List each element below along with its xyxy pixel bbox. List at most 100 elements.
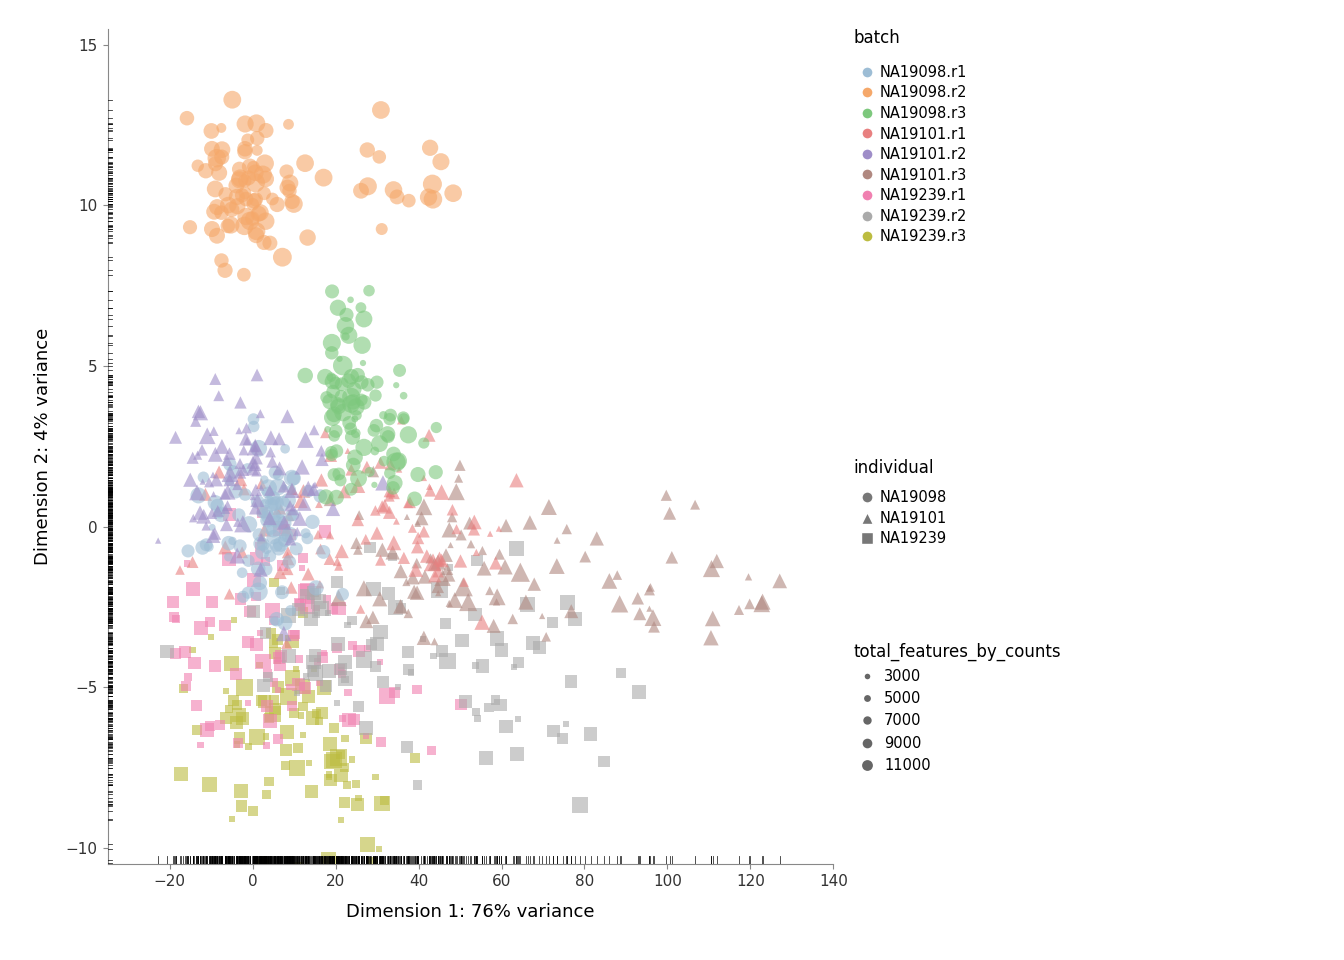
Point — [187, 447, 208, 463]
Point — [472, 659, 493, 674]
Point — [253, 654, 274, 669]
Point — [344, 382, 366, 397]
Point — [282, 628, 304, 643]
Point — [263, 692, 285, 708]
Point — [319, 551, 340, 566]
Point — [242, 461, 263, 476]
Point — [278, 492, 300, 508]
Point — [345, 425, 367, 441]
Point — [413, 631, 434, 646]
Point — [250, 536, 271, 551]
Point — [263, 522, 285, 538]
Point — [219, 507, 241, 522]
Point — [228, 172, 250, 187]
Point — [195, 487, 216, 502]
Point — [233, 589, 254, 605]
Point — [198, 540, 219, 555]
Point — [340, 462, 362, 477]
Point — [323, 721, 344, 736]
Point — [196, 428, 218, 444]
Point — [297, 229, 319, 245]
Point — [371, 498, 392, 514]
Point — [277, 562, 298, 577]
Point — [450, 553, 472, 568]
Point — [245, 192, 266, 207]
Point — [340, 292, 362, 307]
Point — [267, 479, 289, 494]
Point — [203, 528, 224, 543]
Point — [254, 496, 276, 512]
Point — [348, 508, 370, 523]
Point — [508, 655, 530, 670]
Point — [387, 680, 409, 695]
Point — [340, 421, 362, 437]
Point — [223, 693, 245, 708]
Point — [230, 171, 251, 186]
Point — [246, 228, 267, 243]
Point — [235, 209, 257, 225]
Point — [339, 327, 360, 343]
Point — [485, 594, 507, 610]
Point — [431, 570, 453, 586]
Point — [344, 449, 366, 465]
Point — [211, 507, 233, 522]
Point — [273, 626, 294, 641]
Point — [185, 414, 207, 429]
Point — [284, 862, 305, 877]
Point — [230, 539, 251, 554]
Point — [258, 509, 280, 524]
Point — [328, 398, 349, 414]
Point — [262, 707, 284, 722]
Point — [386, 454, 407, 469]
Point — [392, 388, 414, 403]
Text: total_features_by_counts: total_features_by_counts — [853, 642, 1060, 660]
Point — [374, 498, 395, 514]
Point — [250, 530, 271, 545]
Point — [233, 482, 254, 497]
Point — [204, 156, 226, 172]
Point — [316, 390, 337, 405]
Point — [199, 474, 220, 490]
Point — [335, 328, 356, 344]
Point — [253, 235, 274, 251]
Point — [230, 456, 251, 471]
Point — [165, 612, 187, 627]
Point — [356, 460, 378, 475]
Point — [308, 496, 329, 512]
Point — [310, 541, 332, 557]
Point — [320, 527, 341, 542]
Point — [278, 508, 300, 523]
Point — [156, 644, 177, 660]
Point — [317, 605, 339, 620]
Point — [487, 632, 508, 647]
Point — [274, 521, 296, 537]
Point — [164, 646, 185, 661]
Point — [398, 193, 419, 208]
Point — [228, 423, 250, 439]
Point — [292, 605, 313, 620]
Point — [661, 550, 683, 565]
Point — [276, 523, 297, 539]
Point — [427, 555, 449, 570]
Point — [305, 665, 327, 681]
Point — [586, 531, 607, 546]
Point — [269, 564, 290, 580]
Point — [305, 580, 327, 595]
Point — [263, 530, 285, 545]
Point — [302, 655, 324, 670]
Point — [313, 645, 335, 660]
Point — [242, 197, 263, 212]
Point — [211, 439, 233, 454]
Point — [321, 601, 343, 616]
Point — [259, 511, 281, 526]
Point — [543, 723, 564, 738]
Point — [234, 487, 255, 502]
Point — [538, 499, 559, 515]
Point — [219, 457, 241, 472]
Point — [353, 395, 375, 410]
Point — [507, 711, 528, 727]
Point — [204, 446, 226, 462]
Point — [379, 412, 401, 427]
Point — [370, 591, 391, 607]
Point — [276, 757, 297, 773]
